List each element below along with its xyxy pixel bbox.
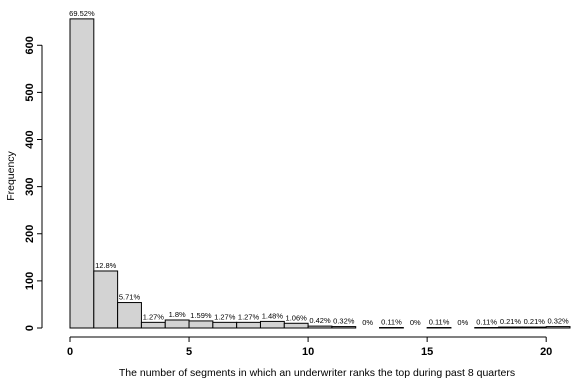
bar [307, 325, 333, 329]
bar-data-label: 0.32% [333, 317, 355, 326]
bar-data-label: 1.27% [143, 312, 165, 321]
bar-group [69, 18, 571, 329]
bar-data-label: 1.06% [286, 313, 308, 322]
bar [117, 302, 142, 329]
bar [188, 320, 214, 329]
bar [69, 18, 95, 329]
y-tick-label: 0 [24, 325, 36, 331]
x-tick-label: 0 [67, 346, 73, 358]
bar-label-group: 69.52%12.8%5.71%1.27% 1.8% 1.59% 1.27% 1.27%… [69, 9, 569, 327]
x-tick-label: 5 [186, 346, 192, 358]
bar-data-label: 0% [457, 318, 468, 327]
bar-data-label: 0.21% [524, 317, 546, 326]
bar-data-label: 0% [410, 318, 421, 327]
y-tick-label: 200 [24, 225, 36, 243]
bar [236, 321, 261, 329]
bar-data-label: 69.52% [69, 9, 95, 18]
bar [283, 322, 309, 329]
x-axis-title: The number of segments in which an under… [119, 367, 515, 379]
y-axis: 0 100 200 300 400 500 600 [24, 36, 43, 331]
bar-data-label: 0.32% [547, 317, 569, 326]
y-tick-label: 500 [24, 83, 36, 101]
bar-data-label: 0.11% [381, 318, 402, 327]
x-tick-label: 10 [302, 346, 314, 358]
bar [212, 321, 238, 329]
bar-data-label: 0% [362, 318, 373, 327]
bar-data-label: 0.11% [429, 318, 450, 327]
bar [331, 326, 357, 329]
bar-data-label: 1.27% [238, 312, 260, 321]
y-tick-label: 300 [24, 177, 36, 195]
bar-data-label: 1.48% [262, 311, 284, 320]
bar-data-label: 0.21% [500, 317, 522, 326]
bar-data-label: 0.42% [309, 316, 331, 325]
y-tick-label: 600 [24, 36, 36, 54]
bar-data-label: 12.8% [95, 261, 117, 270]
bar-data-label: 5.71% [119, 293, 141, 302]
bar-data-label: 0.11% [476, 318, 497, 327]
bar [498, 326, 523, 329]
bar [521, 326, 547, 329]
bar [164, 319, 190, 329]
bar [259, 320, 285, 329]
y-tick-label: 100 [24, 272, 36, 290]
bar-data-label: 1.27% [214, 312, 236, 321]
bar [93, 270, 119, 329]
x-tick-label: 20 [540, 346, 552, 358]
bar [545, 326, 571, 329]
bar-data-label: 1.8% [169, 310, 186, 319]
x-axis: 0 5 10 15 20 [67, 336, 552, 358]
x-tick-label: 15 [421, 346, 433, 358]
bar [140, 321, 166, 329]
y-tick-label: 400 [24, 130, 36, 148]
y-axis-title: Frequency [5, 150, 17, 200]
bar-data-label: 1.59% [190, 311, 212, 320]
